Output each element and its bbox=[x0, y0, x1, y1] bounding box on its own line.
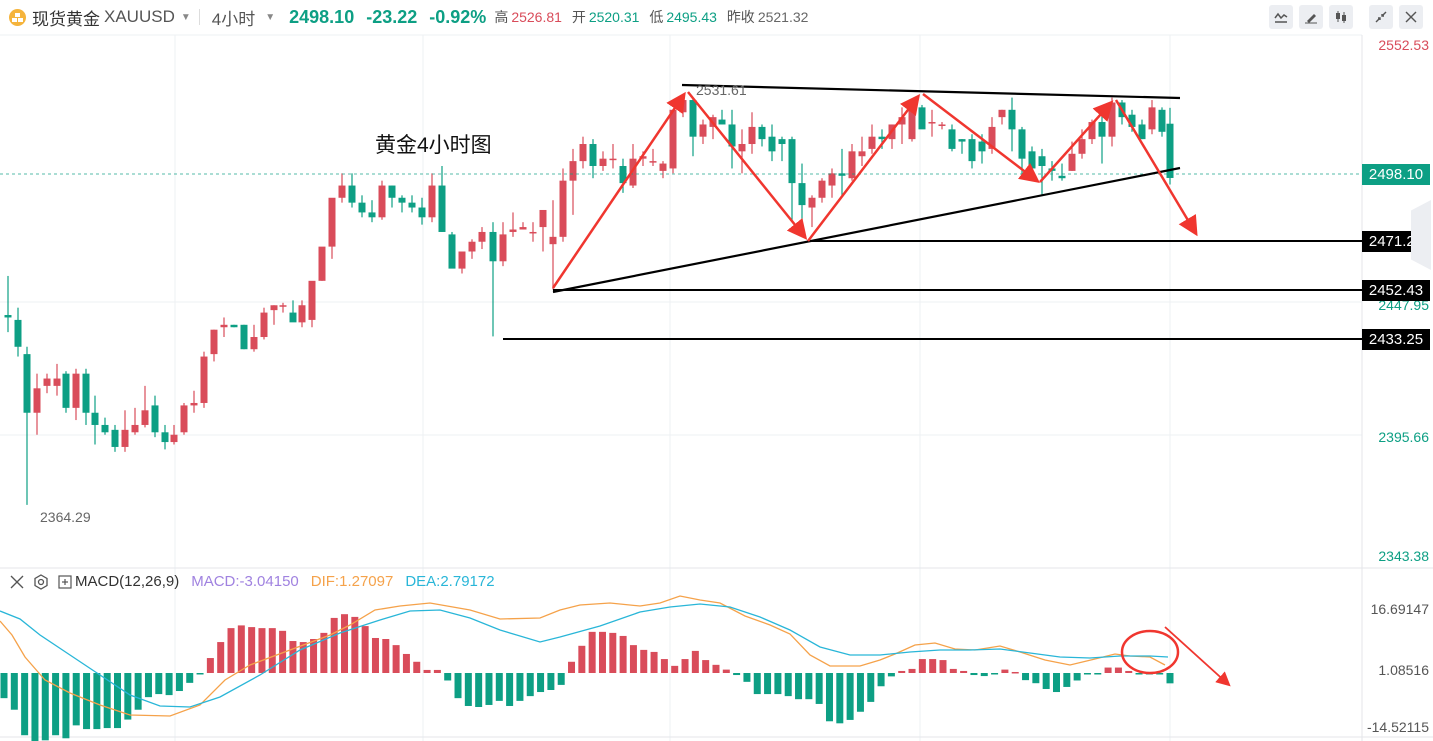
macd-axis-label: 1.08516 bbox=[1378, 662, 1429, 678]
prev-close-label: 昨收 bbox=[726, 9, 755, 25]
macd-axis-label: -14.52115 bbox=[1366, 719, 1429, 735]
high-marker-label: 2531.61 bbox=[696, 82, 747, 98]
support-levels bbox=[503, 240, 1362, 340]
gold-bars-icon bbox=[9, 8, 26, 26]
grid-lines bbox=[0, 34, 1433, 741]
symbol-code[interactable]: XAUUSD bbox=[104, 7, 175, 26]
low-label: 低 bbox=[649, 9, 664, 25]
chart-annotation-title: 黄金4小时图 bbox=[375, 134, 492, 157]
price-axis-label: 2552.53 bbox=[1378, 37, 1429, 53]
settings-gear-icon[interactable] bbox=[33, 573, 49, 590]
macd-value: MACD:-3.04150 bbox=[191, 573, 299, 590]
open-value: 2520.31 bbox=[588, 9, 640, 25]
low-value: 2495.43 bbox=[666, 9, 717, 25]
annotation-arrows bbox=[551, 91, 1231, 687]
dif-line bbox=[0, 595, 1166, 717]
price-axis-label: 2343.38 bbox=[1378, 548, 1429, 564]
indicator-icon bbox=[1274, 12, 1288, 23]
close-button[interactable] bbox=[1399, 5, 1423, 29]
level-tag: 2452.43 bbox=[1362, 280, 1430, 301]
crossover-circle bbox=[1120, 629, 1180, 675]
collapse-button[interactable] bbox=[1369, 5, 1393, 29]
dif-value: DIF:1.27097 bbox=[310, 573, 394, 590]
current-price-tag: 2498.10 bbox=[1362, 164, 1430, 185]
price-axis-label: 2395.66 bbox=[1378, 429, 1429, 445]
macd-histogram bbox=[0, 614, 1174, 741]
last-price: 2498.10 bbox=[289, 6, 355, 27]
expand-indicator-icon[interactable] bbox=[58, 574, 72, 589]
interval-dropdown-icon[interactable]: ▼ bbox=[265, 11, 276, 23]
chart-toolbar bbox=[1269, 5, 1423, 29]
price-change-pct: -0.92% bbox=[429, 6, 487, 27]
candle-type-button[interactable] bbox=[1329, 5, 1353, 29]
candlestick-series bbox=[4, 96, 1174, 505]
symbol-dropdown-icon[interactable]: ▼ bbox=[180, 11, 191, 23]
header-divider bbox=[198, 9, 200, 25]
pencil-icon bbox=[1305, 14, 1317, 24]
interval-selector[interactable]: 4小时 bbox=[211, 9, 256, 29]
remove-indicator-icon[interactable] bbox=[10, 575, 24, 589]
macd-title: MACD(12,26,9) bbox=[75, 573, 180, 590]
macd-axis-label: 16.69147 bbox=[1370, 601, 1429, 617]
side-panel-handle[interactable] bbox=[1411, 200, 1431, 270]
trendlines bbox=[552, 83, 1181, 294]
low-marker-label: 2364.29 bbox=[40, 509, 91, 525]
indicator-button[interactable] bbox=[1269, 5, 1293, 29]
dea-value: DEA:2.79172 bbox=[405, 573, 495, 590]
price-axis-label: 2447.95 bbox=[1378, 297, 1429, 313]
high-label: 高 bbox=[494, 9, 509, 25]
open-label: 开 bbox=[571, 9, 586, 25]
symbol-name[interactable]: 现货黄金 bbox=[32, 9, 100, 29]
level-tag: 2433.25 bbox=[1362, 329, 1430, 350]
high-value: 2526.81 bbox=[511, 9, 562, 25]
dea-line bbox=[0, 603, 1169, 708]
draw-button[interactable] bbox=[1299, 5, 1323, 29]
collapse-icon bbox=[1375, 11, 1387, 23]
candlestick-icon bbox=[1336, 11, 1346, 23]
price-change: -23.22 bbox=[366, 6, 418, 27]
symbol-header: 现货黄金 XAUUSD ▼ 4小时 ▼ 2498.10 -23.22 -0.92… bbox=[0, 0, 1433, 34]
ohlc-summary: 高 2526.81 开 2520.31 低 2495.43 昨收 2521.32 bbox=[494, 7, 808, 27]
macd-legend: MACD(12,26,9) MACD:-3.04150 DIF:1.27097 … bbox=[10, 573, 495, 590]
close-icon bbox=[1405, 11, 1417, 23]
prev-close-value: 2521.32 bbox=[757, 9, 809, 25]
